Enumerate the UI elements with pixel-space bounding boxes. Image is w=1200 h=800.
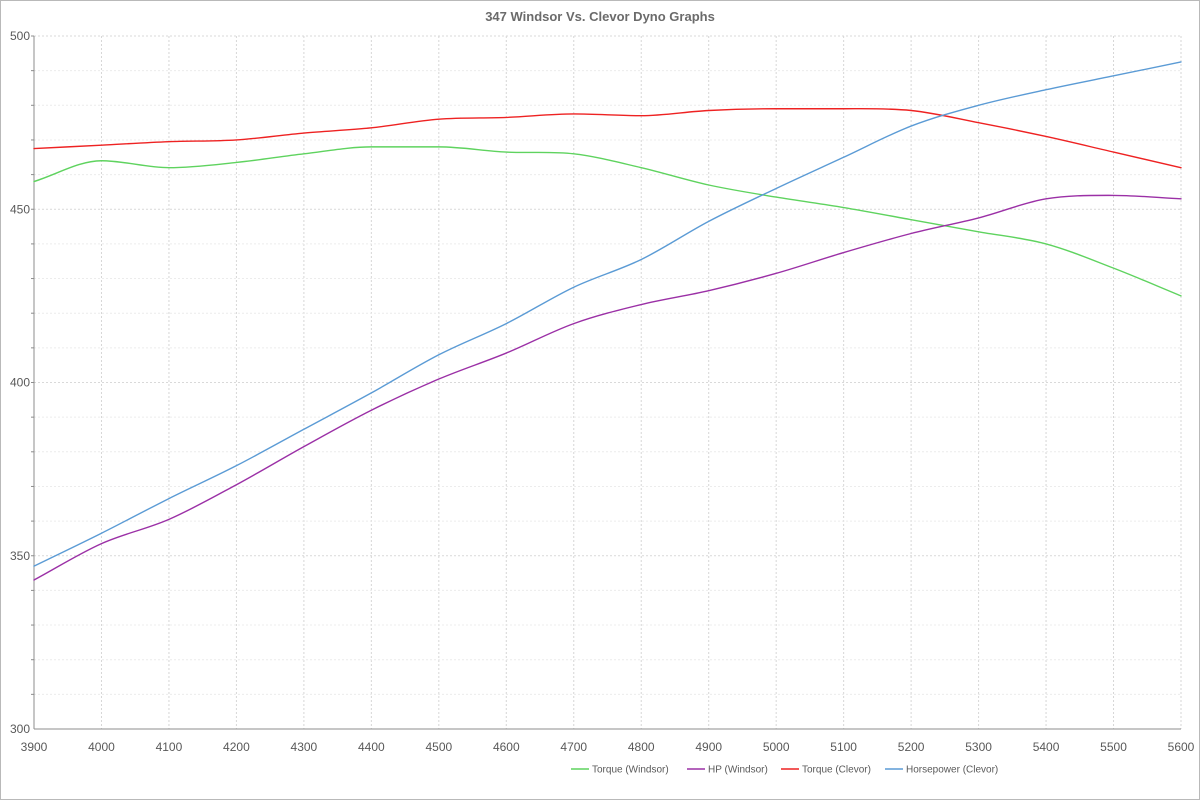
x-tick-label: 4700 <box>560 740 587 754</box>
x-tick-label: 5500 <box>1100 740 1127 754</box>
x-tick-label: 5200 <box>898 740 925 754</box>
y-axis-ticks: 300 350 400 450 500 <box>10 29 30 736</box>
legend-label-horsepower-clevor: Horsepower (Clevor) <box>906 765 998 776</box>
y-tick-label: 300 <box>10 722 30 736</box>
y-tick-label: 450 <box>10 202 30 216</box>
x-tick-label: 4000 <box>88 740 115 754</box>
series-line-torque-clevor <box>33 107 1182 169</box>
y-tick-label: 350 <box>10 549 30 563</box>
y-tick-label: 500 <box>10 29 30 43</box>
legend-label-torque-windsor: Torque (Windsor) <box>592 765 669 776</box>
legend-label-hp-windsor: HP (Windsor) <box>708 765 768 776</box>
x-tick-label: 5100 <box>830 740 857 754</box>
x-axis-ticks: 3900 4000 4100 4200 4300 4400 4500 4600 4700 4800… <box>21 740 1195 754</box>
axes <box>31 35 1181 730</box>
x-tick-label: 4100 <box>156 740 183 754</box>
legend: Torque (Windsor) HP (Windsor) Torque (Clev… <box>571 765 998 776</box>
series-line-torque-windsor <box>33 146 1182 297</box>
x-tick-label: 4300 <box>291 740 318 754</box>
x-tick-label: 5300 <box>965 740 992 754</box>
x-tick-label: 4500 <box>425 740 452 754</box>
x-tick-label: 5600 <box>1168 740 1195 754</box>
x-tick-label: 4800 <box>628 740 655 754</box>
x-tick-label: 5000 <box>763 740 790 754</box>
x-tick-label: 4900 <box>695 740 722 754</box>
x-tick-label: 5400 <box>1033 740 1060 754</box>
x-tick-label: 4200 <box>223 740 250 754</box>
series-lines <box>33 61 1182 581</box>
x-tick-label: 3900 <box>21 740 48 754</box>
legend-label-torque-clevor: Torque (Clevor) <box>802 765 871 776</box>
series-line-hp-windsor <box>33 194 1182 581</box>
x-tick-label: 4400 <box>358 740 385 754</box>
chart-title: 347 Windsor Vs. Clevor Dyno Graphs <box>485 9 715 24</box>
x-tick-label: 4600 <box>493 740 520 754</box>
grid <box>34 35 1182 729</box>
series-line-horsepower-clevor <box>33 61 1182 567</box>
y-tick-label: 400 <box>10 376 30 390</box>
